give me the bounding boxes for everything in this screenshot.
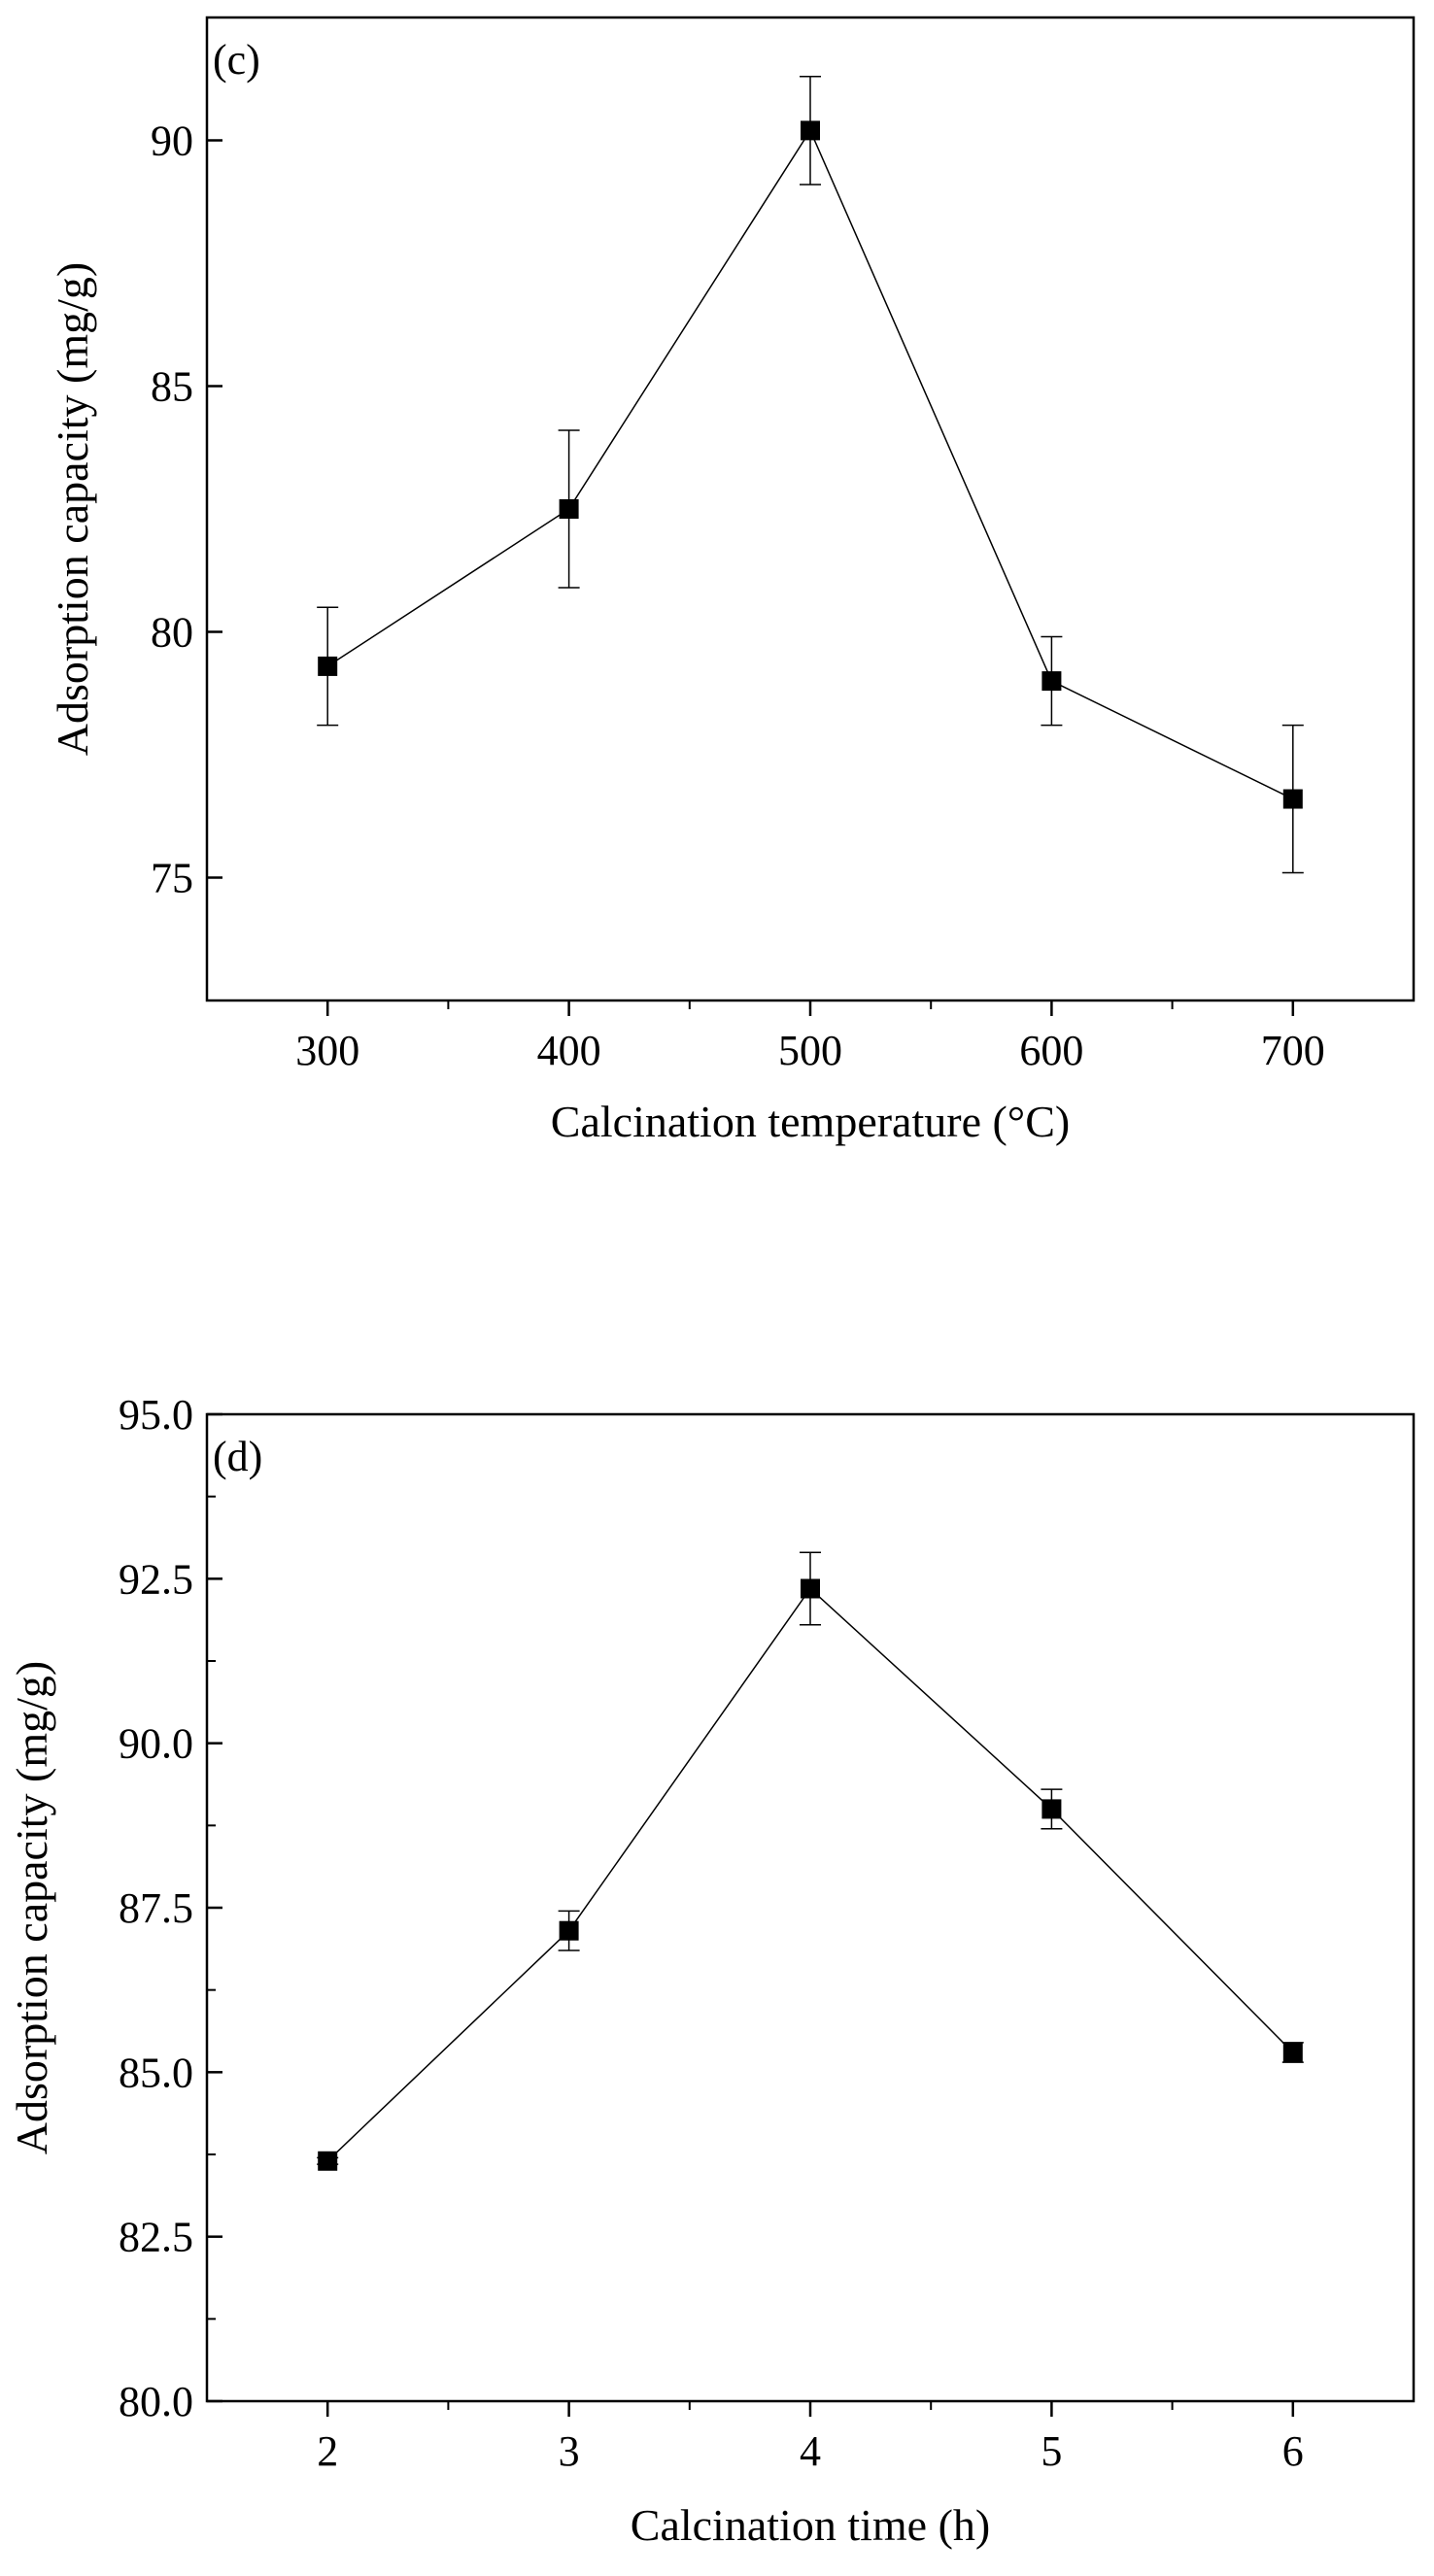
x-tick-label: 500 xyxy=(778,1027,842,1074)
data-point xyxy=(1282,789,1303,809)
y-tick-label: 80 xyxy=(151,609,193,657)
y-tick-label: 95.0 xyxy=(119,1391,193,1439)
x-tick-label: 5 xyxy=(1041,2427,1062,2475)
data-point xyxy=(559,1920,579,1941)
y-tick-label: 92.5 xyxy=(119,1555,193,1603)
y-tick-label: 90 xyxy=(151,118,193,165)
x-tick-label: 300 xyxy=(295,1027,359,1074)
x-axis-title: Calcination time (h) xyxy=(631,2500,990,2550)
y-axis-title: Adsorption capacity (mg/g) xyxy=(48,262,97,756)
x-tick-label: 4 xyxy=(800,2427,821,2475)
y-axis-title: Adsorption capacity (mg/g) xyxy=(7,1661,56,2154)
x-tick-label: 700 xyxy=(1261,1027,1325,1074)
data-point xyxy=(318,656,338,676)
y-tick-label: 85 xyxy=(151,363,193,411)
y-tick-label: 85.0 xyxy=(119,2049,193,2096)
x-tick-label: 6 xyxy=(1282,2427,1304,2475)
series-line xyxy=(326,128,1294,800)
y-tick-label: 75 xyxy=(151,855,193,902)
panel-label: (c) xyxy=(213,36,260,84)
data-point xyxy=(801,1578,820,1599)
x-tick-label: 600 xyxy=(1019,1027,1083,1074)
y-tick-label: 90.0 xyxy=(119,1720,193,1768)
data-point xyxy=(1041,671,1062,692)
chart-panel-c: 75 80 85 90 300 400 500 600 700 Calcination tempe… xyxy=(48,16,1416,1146)
chart-panel-d: 80.0 82.5 85.0 87.5 90.0 92.5 95.0 2 3 4 5 6 Calcina… xyxy=(7,1391,1416,2550)
data-point xyxy=(801,120,820,141)
data-point xyxy=(318,2151,338,2171)
y-tick-label: 80.0 xyxy=(119,2378,193,2425)
y-tick-label: 82.5 xyxy=(119,2214,193,2261)
series-line xyxy=(326,1587,1294,2162)
x-axis-title: Calcination temperature (°C) xyxy=(551,1097,1070,1146)
x-tick-label: 400 xyxy=(537,1027,601,1074)
y-tick-label: 87.5 xyxy=(119,1884,193,1932)
data-point xyxy=(1041,1799,1062,1819)
x-tick-label: 2 xyxy=(317,2427,338,2475)
x-tick-label: 3 xyxy=(559,2427,580,2475)
data-point xyxy=(559,499,579,519)
data-point xyxy=(1282,2043,1303,2063)
panel-label: (d) xyxy=(213,1433,262,1480)
